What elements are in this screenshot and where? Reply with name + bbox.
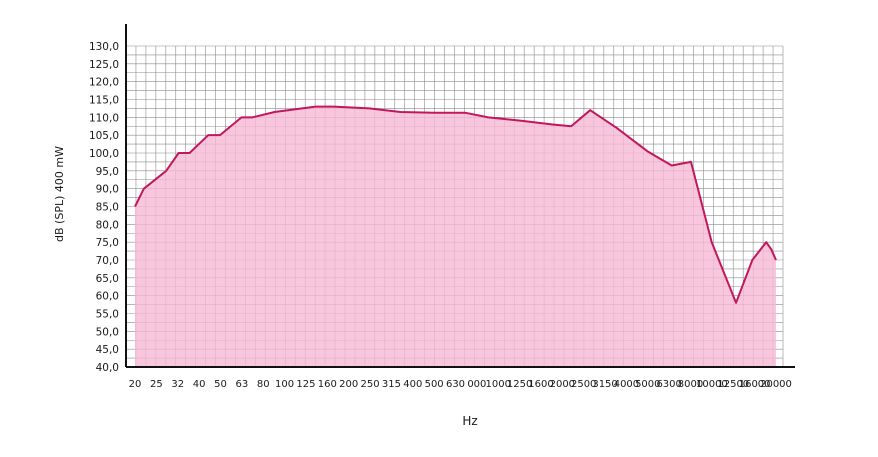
y-axis-ticks: 40,0 45,0 50,0 55,0 60,0 65,0 70,0 75,0 80,0 85,0… [89, 41, 119, 374]
y-tick-label: 100,0 [89, 148, 119, 160]
y-tick-label: 105,0 [89, 130, 119, 142]
x-tick-label: 80 [257, 379, 270, 390]
x-tick-label: 3150 [592, 379, 617, 390]
x-tick-label: 250 [360, 379, 379, 390]
x-tick-label: 20000 [760, 379, 792, 390]
y-tick-label: 125,0 [89, 59, 119, 71]
x-tick-label: 1600 [528, 379, 553, 390]
y-tick-label: 120,0 [89, 77, 119, 89]
x-tick-label: 200 [339, 379, 358, 390]
x-tick-label: 4000 [614, 379, 639, 390]
x-tick-label: 40 [193, 379, 206, 390]
x-tick-label: 20 [129, 379, 142, 390]
series-area-fill [135, 106, 776, 367]
x-tick-label: 400 [403, 379, 422, 390]
x-tick-label: 10000 [696, 379, 728, 390]
y-tick-label: 130,0 [89, 41, 119, 53]
y-tick-label: 115,0 [89, 95, 119, 107]
x-tick-label: 1000 [486, 379, 511, 390]
x-axis-ticks: 20 25 32 40 50 63 80 100 125 160 200 250 315 400 500 63… [129, 379, 792, 390]
x-tick-label: 125 [296, 379, 315, 390]
x-tick-label: 6300 [656, 379, 681, 390]
x-tick-label: 32 [171, 379, 184, 390]
y-tick-label: 55,0 [96, 309, 119, 321]
chart-plot-area [134, 105, 777, 367]
x-tick-label: 100 [275, 379, 294, 390]
y-tick-label: 110,0 [89, 112, 119, 124]
y-axis-label: dB (SPL) 400 mW [53, 146, 66, 242]
x-tick-label: 000 [467, 379, 486, 390]
y-tick-label: 95,0 [96, 166, 119, 178]
x-tick-label: 500 [425, 379, 444, 390]
y-tick-label: 75,0 [96, 237, 119, 249]
x-tick-label: 8000 [678, 379, 703, 390]
x-tick-label: 160 [318, 379, 337, 390]
y-tick-label: 90,0 [96, 184, 119, 196]
y-tick-label: 60,0 [96, 291, 119, 303]
x-tick-label: 63 [235, 379, 248, 390]
x-tick-label: 2500 [571, 379, 596, 390]
y-tick-label: 50,0 [96, 326, 119, 338]
x-tick-label: 50 [214, 379, 227, 390]
x-tick-label: 2000 [550, 379, 575, 390]
x-tick-label: 1250 [507, 379, 532, 390]
chart-axes [125, 24, 795, 368]
x-tick-label: 16000 [739, 379, 771, 390]
x-tick-label: 630 [446, 379, 465, 390]
x-tick-label: 5000 [635, 379, 660, 390]
y-tick-label: 45,0 [96, 344, 119, 356]
x-axis-label: Hz [462, 414, 477, 428]
y-tick-label: 65,0 [96, 273, 119, 285]
y-tick-label: 70,0 [96, 255, 119, 267]
y-tick-label: 40,0 [96, 362, 119, 374]
x-tick-label: 12500 [717, 379, 749, 390]
x-tick-label: 25 [150, 379, 163, 390]
x-tick-label: 315 [382, 379, 401, 390]
series-line [134, 105, 777, 304]
y-tick-label: 85,0 [96, 202, 119, 214]
y-tick-label: 80,0 [96, 219, 119, 231]
